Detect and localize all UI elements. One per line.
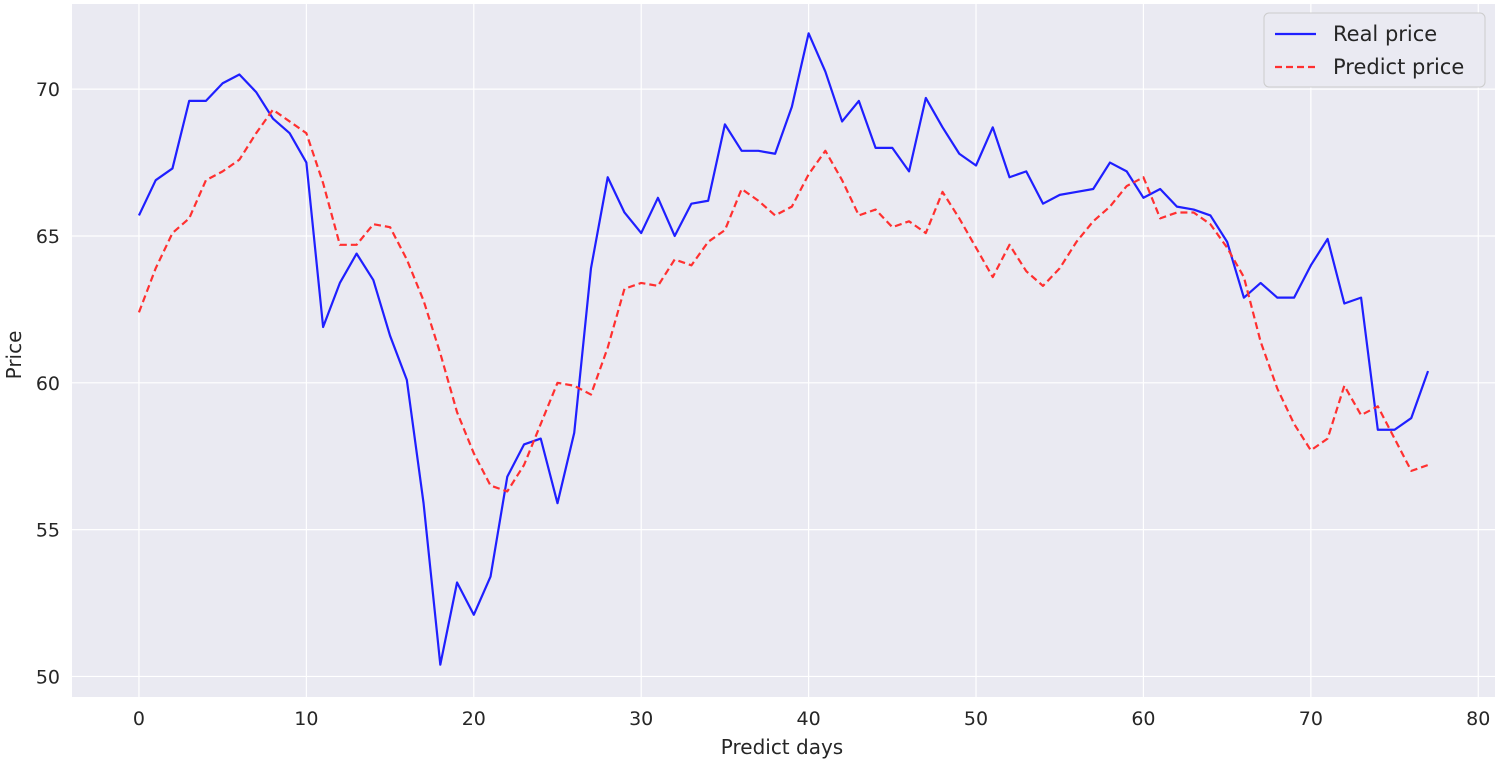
x-tick-label: 10: [294, 708, 318, 730]
x-tick-label: 30: [629, 708, 653, 730]
y-tick-label: 70: [36, 79, 60, 101]
y-tick-label: 50: [36, 666, 60, 688]
x-tick-label: 70: [1299, 708, 1323, 730]
series-layer: [137, 32, 1430, 666]
x-tick-label: 60: [1131, 708, 1155, 730]
x-tick-label: 0: [133, 708, 145, 730]
x-tick-label: 50: [964, 708, 988, 730]
y-tick-label: 60: [36, 373, 60, 395]
legend-label-predict-price: Predict price: [1333, 55, 1464, 79]
x-axis-label: Predict days: [721, 735, 843, 759]
y-axis-ticks: 50 55 60 65 70: [36, 79, 60, 688]
y-tick-label: 65: [36, 226, 60, 248]
x-tick-label: 40: [797, 708, 821, 730]
plot-area-background: [72, 4, 1495, 697]
y-tick-label: 55: [36, 520, 60, 542]
x-tick-label: 20: [462, 708, 486, 730]
series-line-real-price: [137, 32, 1430, 666]
series-line-predict-price: [137, 108, 1429, 493]
legend-box: [1263, 12, 1486, 88]
x-tick-label: 80: [1466, 708, 1490, 730]
x-axis-ticks: 0 10 20 30 40 50 60 70 80: [133, 708, 1490, 730]
legend-label-real-price: Real price: [1333, 22, 1437, 46]
legend: Real price Predict price: [1263, 12, 1486, 88]
grid-lines: [72, 4, 1495, 697]
y-axis-label: Price: [2, 331, 26, 380]
